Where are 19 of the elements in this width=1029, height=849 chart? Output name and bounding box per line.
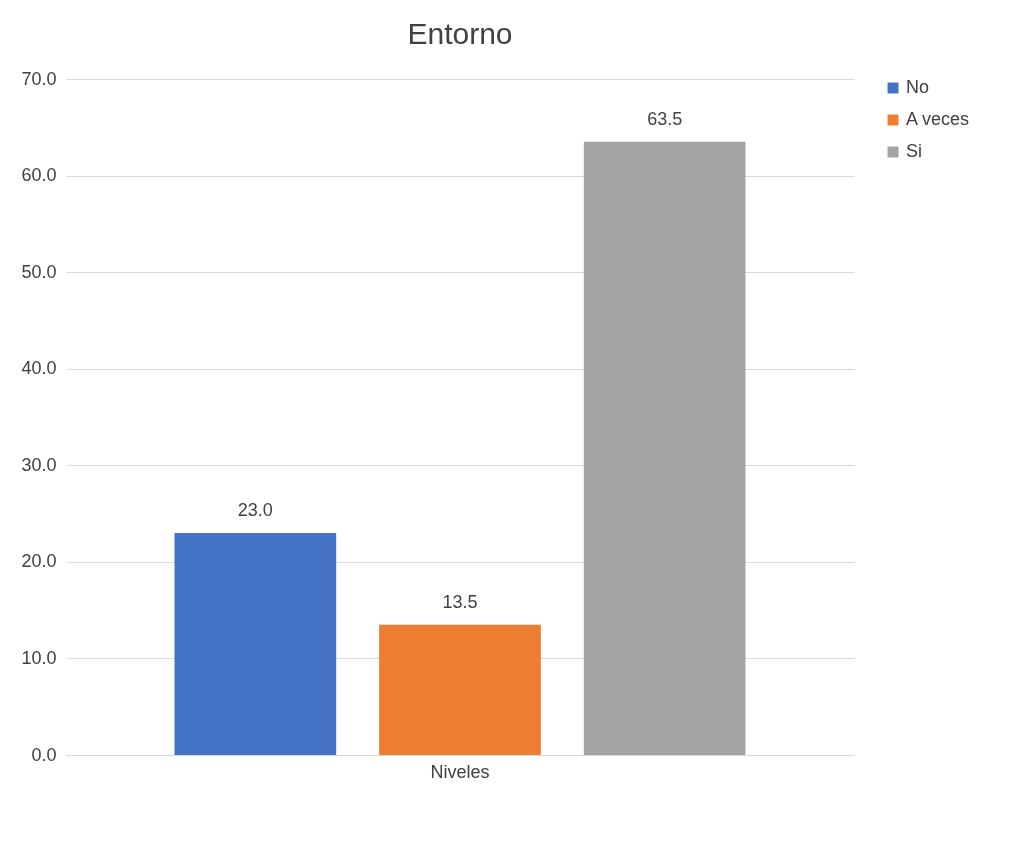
- x-tick-label: Niveles: [430, 761, 490, 782]
- data-label: 63.5: [647, 108, 683, 129]
- legend-label: Si: [906, 141, 923, 161]
- y-tick-label: 30.0: [21, 454, 57, 475]
- y-tick-label: 70.0: [21, 68, 57, 89]
- y-tick-label: 10.0: [21, 647, 57, 668]
- y-tick-label: 60.0: [21, 165, 57, 186]
- chart-title: Entorno: [407, 17, 513, 50]
- y-tick-label: 20.0: [21, 551, 57, 572]
- y-tick-label: 0.0: [31, 744, 57, 765]
- data-label: 23.0: [237, 499, 273, 520]
- bar: [583, 141, 746, 755]
- data-label: 13.5: [442, 591, 478, 612]
- bar: [174, 532, 337, 755]
- legend-label: No: [906, 77, 930, 97]
- bar: [379, 624, 541, 755]
- y-tick-label: 40.0: [21, 358, 57, 379]
- y-tick-label: 50.0: [21, 261, 57, 282]
- legend-label: A veces: [906, 109, 970, 129]
